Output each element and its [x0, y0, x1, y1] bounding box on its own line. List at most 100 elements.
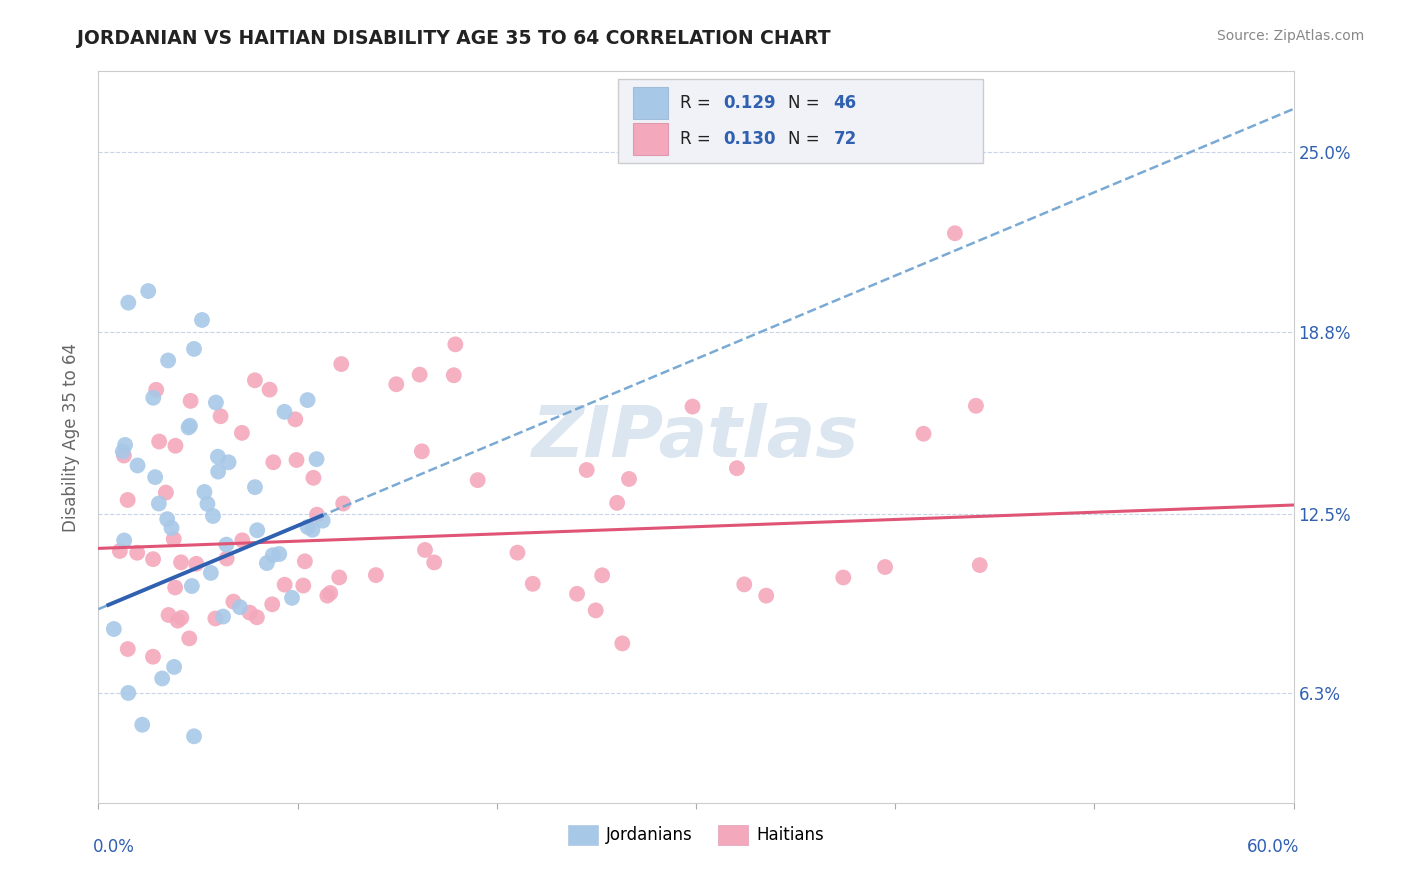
Point: [131, 717, 153, 731]
Text: 46: 46: [834, 94, 856, 112]
Point: [231, 425, 253, 440]
Text: N =: N =: [787, 130, 825, 148]
Point: [755, 589, 778, 603]
Point: [444, 337, 467, 351]
Y-axis label: Disability Age 35 to 64: Disability Age 35 to 64: [62, 343, 80, 532]
Point: [231, 533, 253, 548]
Point: [145, 383, 167, 397]
Text: 60.0%: 60.0%: [1247, 838, 1299, 856]
Text: JORDANIAN VS HAITIAN DISABILITY AGE 35 TO 64 CORRELATION CHART: JORDANIAN VS HAITIAN DISABILITY AGE 35 T…: [77, 29, 831, 47]
Point: [111, 444, 134, 458]
Point: [413, 543, 436, 558]
Point: [204, 611, 226, 625]
Point: [136, 284, 159, 298]
Point: [575, 463, 598, 477]
Point: [112, 533, 135, 548]
Point: [165, 439, 187, 453]
Point: [408, 368, 430, 382]
Point: [725, 461, 748, 475]
Point: [200, 566, 222, 580]
Point: [205, 395, 228, 409]
Text: ZIPatlas: ZIPatlas: [533, 402, 859, 472]
Point: [364, 568, 387, 582]
Text: Source: ZipAtlas.com: Source: ZipAtlas.com: [1216, 29, 1364, 43]
Text: R =: R =: [681, 94, 717, 112]
Point: [191, 313, 214, 327]
Point: [617, 472, 640, 486]
Point: [256, 556, 278, 570]
Point: [467, 473, 489, 487]
Point: [332, 497, 354, 511]
Point: [585, 603, 607, 617]
Point: [832, 570, 855, 584]
Point: [319, 586, 342, 600]
Point: [965, 399, 987, 413]
Point: [262, 597, 284, 611]
Point: [160, 521, 183, 535]
Point: [246, 523, 269, 537]
Point: [157, 607, 180, 622]
Point: [606, 496, 628, 510]
Text: 0.129: 0.129: [724, 94, 776, 112]
Bar: [633, 87, 668, 119]
Point: [269, 547, 291, 561]
Text: N =: N =: [787, 94, 825, 112]
Point: [302, 471, 325, 485]
Point: [170, 555, 193, 569]
Point: [177, 420, 200, 434]
Point: [103, 622, 125, 636]
Legend: Jordanians, Haitians: Jordanians, Haitians: [561, 818, 831, 852]
Point: [733, 577, 755, 591]
Point: [215, 551, 238, 566]
Point: [506, 546, 529, 560]
Point: [155, 485, 177, 500]
Point: [108, 544, 131, 558]
Point: [565, 587, 588, 601]
Text: R =: R =: [681, 130, 717, 148]
Point: [163, 660, 186, 674]
Point: [143, 470, 166, 484]
Point: [201, 508, 224, 523]
Point: [148, 496, 170, 510]
Point: [150, 672, 173, 686]
Point: [301, 523, 323, 537]
Point: [186, 557, 208, 571]
Point: [273, 405, 295, 419]
Point: [262, 455, 284, 469]
Point: [170, 611, 193, 625]
Point: [385, 377, 408, 392]
Point: [142, 552, 165, 566]
Point: [411, 444, 433, 458]
Point: [305, 452, 328, 467]
Point: [163, 532, 186, 546]
Point: [969, 558, 991, 573]
Point: [114, 438, 136, 452]
Point: [166, 614, 188, 628]
Point: [285, 453, 308, 467]
Point: [165, 581, 187, 595]
Point: [297, 393, 319, 408]
Point: [273, 577, 295, 591]
Point: [117, 295, 139, 310]
Point: [207, 465, 229, 479]
Point: [156, 512, 179, 526]
Point: [207, 450, 229, 464]
Point: [117, 686, 139, 700]
Point: [179, 418, 201, 433]
Point: [183, 342, 205, 356]
Point: [912, 426, 935, 441]
Point: [180, 579, 202, 593]
Point: [183, 729, 205, 743]
Point: [281, 591, 304, 605]
Point: [239, 606, 262, 620]
Point: [193, 484, 215, 499]
Point: [262, 548, 284, 562]
Point: [294, 554, 316, 568]
Point: [259, 383, 281, 397]
Point: [423, 556, 446, 570]
Point: [591, 568, 613, 582]
Point: [218, 455, 240, 469]
Point: [246, 610, 269, 624]
Bar: [619, 78, 983, 163]
Point: [943, 227, 966, 241]
